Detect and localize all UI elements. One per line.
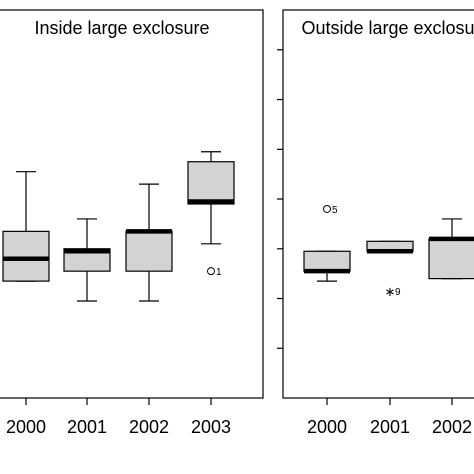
outlier-label: 9 [395, 287, 401, 298]
plot-frame [0, 9, 264, 399]
box-2002 [125, 183, 173, 302]
panel-title: Inside large exclosure [34, 18, 209, 38]
box-2003 [187, 151, 235, 245]
box-2000 [303, 250, 351, 282]
outlier-label: 1 [216, 267, 222, 278]
box-2001 [63, 218, 111, 302]
extreme-star: ∗ [385, 284, 396, 299]
outlier-circle [323, 204, 331, 213]
inside-exclosure-panel: Inside large exclosure 2000 2001 2002 2003 1 [0, 9, 264, 437]
interquartile-box [63, 248, 111, 272]
x-tick-label: 2001 [67, 417, 107, 437]
interquartile-box [303, 250, 351, 272]
panel-title: Outside large exclosure [301, 18, 474, 38]
interquartile-box [125, 230, 173, 272]
x-tick-label: 2000 [6, 417, 46, 437]
box-2002 [428, 218, 474, 280]
interquartile-box [187, 161, 235, 205]
x-tick-label: 2002 [432, 417, 472, 437]
box-2001 [366, 240, 414, 254]
x-tick-label: 2000 [307, 417, 347, 437]
outlier-label: 5 [332, 205, 338, 216]
box-2000 [2, 171, 50, 282]
x-tick-label: 2001 [370, 417, 410, 437]
interquartile-box [2, 230, 50, 282]
outside-exclosure-panel: Outside large exclosure20002001200220035… [277, 9, 474, 437]
outlier-circle [207, 267, 215, 276]
x-tick-label: 2003 [191, 417, 231, 437]
interquartile-box [428, 238, 474, 280]
plot-frame [282, 9, 474, 399]
x-tick-label: 2002 [129, 417, 169, 437]
